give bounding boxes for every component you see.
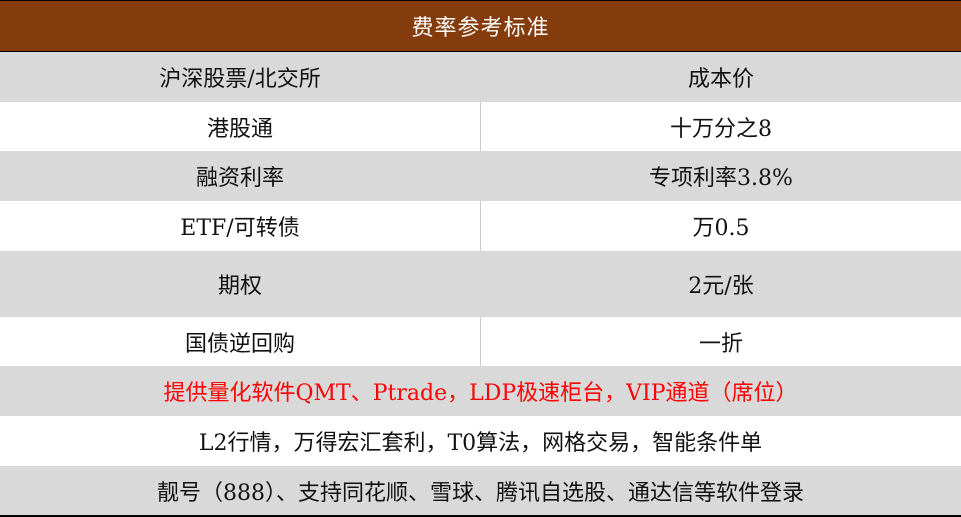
note-row: 靓号（888）、支持同花顺、雪球、腾讯自选股、通达信等软件登录 xyxy=(0,466,961,515)
note-row: L2行情，万得宏汇套利，T0算法，网格交易，智能条件单 xyxy=(0,416,961,466)
row-value: 十万分之8 xyxy=(480,102,961,151)
table-row: 国债逆回购 一折 xyxy=(0,317,961,366)
note: L2行情，万得宏汇套利，T0算法，网格交易，智能条件单 xyxy=(198,431,763,456)
row-label: 国债逆回购 xyxy=(184,331,295,357)
highlight-note: 提供量化软件QMT、Ptrade，LDP极速柜台，VIP通道（席位） xyxy=(163,381,798,406)
row-label: 沪深股票/北交所 xyxy=(159,67,321,92)
row-label: 融资利率 xyxy=(195,166,284,191)
table-row: 港股通 十万分之8 xyxy=(0,102,961,151)
row-label: 期权 xyxy=(217,274,262,299)
row-value: 2元/张 xyxy=(480,251,961,317)
row-label: ETF/可转债 xyxy=(180,216,300,241)
row-label: 港股通 xyxy=(206,116,273,142)
table-row: 期权 2元/张 xyxy=(0,251,961,317)
row-value: 一折 xyxy=(480,317,961,366)
table-row: 沪深股票/北交所 成本价 xyxy=(0,52,961,102)
table-row: ETF/可转债 万0.5 xyxy=(0,201,961,251)
table-title: 费率参考标准 xyxy=(0,0,961,52)
note: 靓号（888）、支持同花顺、雪球、腾讯自选股、通达信等软件登录 xyxy=(157,480,804,506)
table-bottom-border xyxy=(0,515,961,517)
table-row: 融资利率 专项利率3.8% xyxy=(0,151,961,201)
note-row: 提供量化软件QMT、Ptrade，LDP极速柜台，VIP通道（席位） xyxy=(0,366,961,416)
row-value: 专项利率3.8% xyxy=(480,151,961,201)
row-value: 成本价 xyxy=(480,52,961,102)
row-value: 万0.5 xyxy=(480,201,961,251)
